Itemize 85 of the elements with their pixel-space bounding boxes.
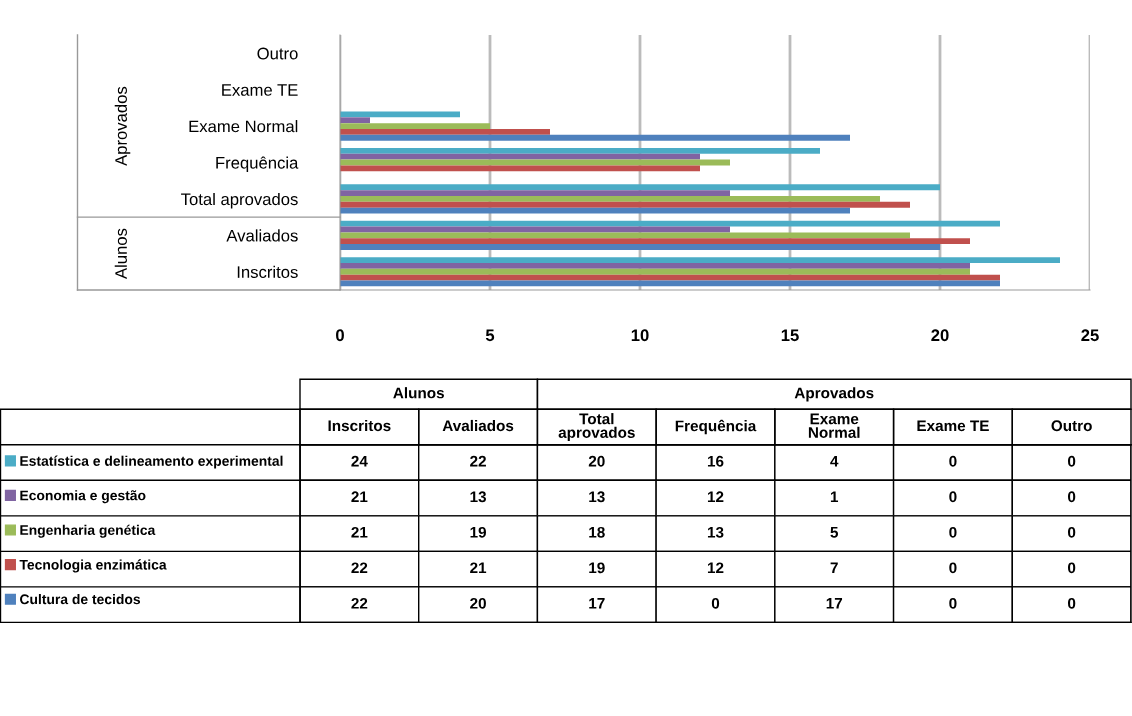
bar	[340, 147, 820, 154]
x-tick-label: Frequência	[675, 419, 757, 435]
y-tick-label: Exame TE	[222, 84, 298, 96]
bar	[340, 268, 970, 275]
x-tick-label: 10	[631, 329, 649, 342]
bar	[340, 244, 940, 250]
legend-label: Economia e gestão	[20, 490, 146, 504]
data-label: 21	[351, 491, 368, 503]
data-label: 0	[949, 562, 957, 574]
x-tick-label: Total aprovados	[558, 413, 635, 441]
y-tick-label: Outro	[257, 47, 298, 60]
text: Alunos	[393, 387, 444, 399]
data-label: 5	[830, 527, 839, 538]
y-tick-label: Inscritos	[237, 265, 298, 278]
bar	[340, 196, 880, 202]
data-label: 0	[1068, 526, 1076, 538]
data-label: 1	[830, 491, 839, 503]
x-tick-label: 25	[1081, 329, 1099, 342]
text: Alunos	[114, 228, 127, 280]
data-label: 24	[351, 455, 368, 467]
data-label: 19	[470, 526, 486, 538]
bar	[340, 263, 970, 269]
data-label: 20	[588, 455, 605, 467]
bar	[340, 111, 460, 118]
bar	[340, 274, 1000, 281]
data-label: 13	[470, 491, 487, 503]
x-tick-label: 5	[485, 329, 495, 342]
data-label: 17	[589, 598, 605, 609]
bar	[340, 257, 1060, 264]
data-label: 7	[830, 562, 838, 574]
data-label: 21	[470, 562, 487, 574]
legend-label: Estatística e delineamento experimental	[20, 455, 283, 469]
x-tick-label: Inscritos	[328, 419, 391, 432]
data-label: 0	[1068, 562, 1076, 574]
y-tick-label: Total aprovados	[181, 192, 298, 209]
data-label: 16	[707, 455, 724, 467]
x-tick-label: Exame Normal	[808, 413, 860, 438]
bar	[340, 184, 940, 191]
data-label: 0	[711, 597, 720, 609]
bar	[340, 153, 700, 160]
data-label: 22	[351, 562, 368, 574]
bar	[340, 134, 850, 141]
data-label: 19	[589, 562, 605, 574]
legend-label: Engenharia genética	[20, 524, 156, 538]
data-label: 20	[470, 597, 486, 609]
data-label: 13	[707, 526, 724, 538]
data-label: 0	[949, 455, 957, 467]
data-label: 0	[949, 491, 957, 503]
bar	[340, 232, 910, 239]
data-label: 0	[949, 597, 957, 609]
x-tick-label: Outro	[1051, 420, 1092, 432]
text: Aprovados	[794, 387, 874, 402]
data-label: 0	[949, 526, 957, 538]
data-label: 22	[351, 597, 368, 609]
data-label: 0	[1068, 491, 1076, 503]
data-label: 18	[589, 526, 605, 538]
bar	[340, 165, 700, 172]
x-tick-label: 0	[336, 329, 344, 342]
y-tick-label: Exame Normal	[189, 120, 298, 133]
bar	[340, 201, 910, 208]
text: Aprovados	[114, 86, 131, 166]
bar	[340, 128, 550, 135]
legend-label: Tecnologia enzimática	[19, 559, 167, 573]
data-label: 12	[707, 562, 724, 574]
data-label: 4	[830, 456, 839, 467]
data-label: 0	[1068, 455, 1076, 467]
bar	[340, 190, 730, 197]
bar	[340, 238, 970, 245]
bar	[340, 123, 490, 129]
data-label: 21	[351, 526, 368, 538]
data-label: 22	[470, 455, 486, 467]
data-label: 0	[1068, 597, 1076, 609]
data-label: 13	[589, 491, 605, 503]
bar	[340, 207, 850, 214]
x-tick-label: 20	[931, 329, 949, 342]
bar	[340, 117, 370, 124]
x-tick-label: Exame TE	[917, 420, 989, 432]
legend-label: Cultura de tecidos	[20, 594, 141, 605]
bar	[340, 220, 1000, 227]
data-label: 17	[826, 598, 843, 609]
y-tick-label: Frequência	[216, 156, 299, 173]
y-tick-label: Avaliados	[226, 229, 298, 242]
x-tick-label: 15	[781, 329, 799, 342]
data-label: 12	[707, 491, 724, 503]
x-tick-label: Avaliados	[442, 419, 514, 432]
